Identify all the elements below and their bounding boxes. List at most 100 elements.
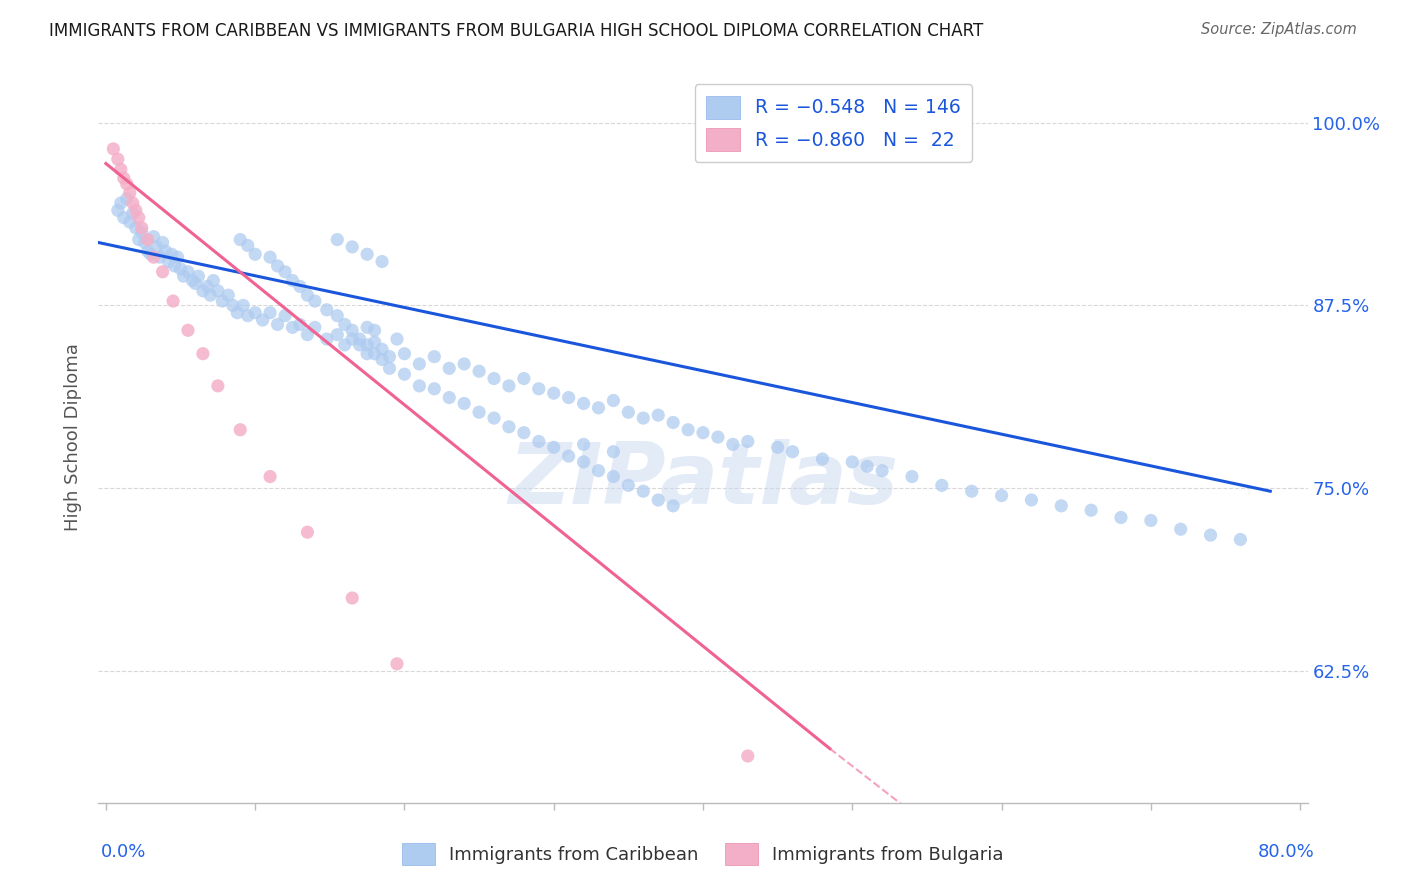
Point <box>184 277 207 291</box>
Point <box>588 464 610 478</box>
Point <box>766 440 789 454</box>
Point <box>173 269 195 284</box>
Point <box>142 229 165 244</box>
Point <box>543 386 565 401</box>
Point <box>378 361 401 376</box>
Point <box>197 279 219 293</box>
Point <box>633 484 655 499</box>
Point <box>527 382 550 396</box>
Point <box>1109 510 1132 524</box>
Text: IMMIGRANTS FROM CARIBBEAN VS IMMIGRANTS FROM BULGARIA HIGH SCHOOL DIPLOMA CORREL: IMMIGRANTS FROM CARIBBEAN VS IMMIGRANTS … <box>49 22 983 40</box>
Point <box>131 225 153 239</box>
Point <box>297 525 319 540</box>
Point <box>326 327 349 342</box>
Point <box>110 162 132 177</box>
Point <box>252 313 274 327</box>
Point <box>356 347 378 361</box>
Point <box>243 247 266 261</box>
Point <box>134 235 156 250</box>
Point <box>482 371 505 385</box>
Point <box>191 284 214 298</box>
Point <box>187 269 209 284</box>
Point <box>340 323 363 337</box>
Point <box>229 233 252 247</box>
Point <box>202 274 225 288</box>
Point <box>163 259 186 273</box>
Point <box>131 220 153 235</box>
Point <box>229 423 252 437</box>
Point <box>142 250 165 264</box>
Point <box>340 240 363 254</box>
Point <box>157 254 180 268</box>
Point <box>453 357 475 371</box>
Point <box>340 591 363 605</box>
Point <box>236 238 259 252</box>
Point <box>662 499 685 513</box>
Point <box>243 306 266 320</box>
Point <box>385 657 408 671</box>
Point <box>304 293 326 308</box>
Point <box>304 320 326 334</box>
Point <box>513 425 536 440</box>
Point <box>588 401 610 415</box>
Point <box>543 440 565 454</box>
Point <box>408 357 430 371</box>
Point <box>439 361 461 376</box>
Point <box>482 411 505 425</box>
Point <box>349 332 371 346</box>
Point <box>112 171 135 186</box>
Point <box>166 250 188 264</box>
Point <box>211 293 233 308</box>
Point <box>232 298 254 312</box>
Point <box>125 220 148 235</box>
Text: 0.0%: 0.0% <box>101 843 146 861</box>
Point <box>349 338 371 352</box>
Legend: R = −0.548   N = 146, R = −0.860   N =  22: R = −0.548 N = 146, R = −0.860 N = 22 <box>695 85 972 162</box>
Point <box>557 391 579 405</box>
Point <box>602 469 624 483</box>
Point <box>394 347 416 361</box>
Point <box>236 309 259 323</box>
Point <box>356 247 378 261</box>
Point <box>1170 522 1192 536</box>
Point <box>288 279 311 293</box>
Point <box>901 469 924 483</box>
Point <box>191 347 214 361</box>
Point <box>633 411 655 425</box>
Point <box>315 332 337 346</box>
Point <box>217 288 239 302</box>
Point <box>266 318 288 332</box>
Point <box>297 288 319 302</box>
Point <box>557 449 579 463</box>
Point <box>1021 493 1043 508</box>
Point <box>737 749 759 764</box>
Point <box>371 352 394 367</box>
Text: 80.0%: 80.0% <box>1258 843 1315 861</box>
Point <box>692 425 714 440</box>
Text: ZIPatlas: ZIPatlas <box>508 440 898 523</box>
Point <box>423 382 446 396</box>
Point <box>990 489 1012 503</box>
Point <box>737 434 759 449</box>
Point <box>356 320 378 334</box>
Point <box>115 192 138 206</box>
Point <box>931 478 953 492</box>
Point <box>259 306 281 320</box>
Point <box>152 235 174 250</box>
Point <box>259 469 281 483</box>
Point <box>1050 499 1073 513</box>
Point <box>118 186 141 200</box>
Point <box>128 233 150 247</box>
Point <box>200 288 222 302</box>
Point <box>371 343 394 357</box>
Legend: Immigrants from Caribbean, Immigrants from Bulgaria: Immigrants from Caribbean, Immigrants fr… <box>395 836 1011 872</box>
Point <box>136 244 159 259</box>
Point <box>527 434 550 449</box>
Point <box>259 250 281 264</box>
Point <box>121 196 143 211</box>
Text: Source: ZipAtlas.com: Source: ZipAtlas.com <box>1201 22 1357 37</box>
Point <box>870 464 893 478</box>
Point <box>468 364 491 378</box>
Point <box>572 437 595 451</box>
Point <box>647 493 669 508</box>
